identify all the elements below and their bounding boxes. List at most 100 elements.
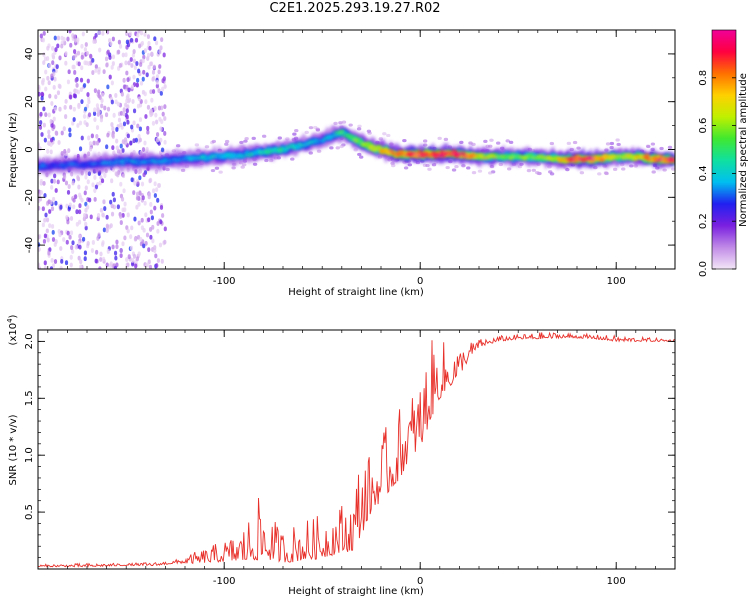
- noise-speckle: [76, 123, 80, 128]
- noise-speckle: [58, 106, 62, 112]
- noise-speckle: [160, 147, 165, 153]
- noise-speckle: [137, 220, 141, 226]
- noise-speckle: [84, 221, 88, 227]
- noise-speckle: [106, 106, 111, 112]
- halo-speckle: [175, 144, 181, 148]
- noise-speckle: [156, 137, 160, 143]
- noise-speckle: [132, 108, 137, 114]
- y-tick-label: 40: [24, 48, 35, 61]
- noise-speckle: [121, 212, 125, 218]
- halo-speckle: [671, 167, 675, 171]
- ridge-blob: [423, 151, 429, 155]
- noise-speckle: [116, 101, 121, 107]
- noise-speckle: [97, 89, 101, 95]
- noise-speckle: [122, 77, 126, 83]
- noise-speckle: [51, 229, 55, 235]
- noise-speckle: [146, 34, 151, 39]
- ridge-blob: [661, 158, 667, 162]
- noise-speckle: [122, 107, 126, 113]
- halo-speckle: [646, 144, 651, 149]
- noise-speckle: [53, 106, 58, 112]
- halo-speckle: [329, 146, 334, 150]
- halo-speckle: [407, 163, 413, 167]
- noise-speckle: [78, 192, 82, 198]
- colorbar: 0.0 0.2 0.4 0.6 0.8 Normalized spectral ampl…: [698, 29, 749, 277]
- noise-speckle: [124, 60, 128, 66]
- noise-speckle: [153, 205, 157, 211]
- noise-speckle: [141, 76, 145, 82]
- ridge-blob: [600, 158, 605, 162]
- noise-speckle: [50, 101, 54, 106]
- noise-speckle: [66, 219, 70, 225]
- ridge-blob: [47, 165, 53, 169]
- halo-speckle: [218, 170, 223, 174]
- noise-speckle: [62, 126, 66, 131]
- noise-speckle: [160, 37, 164, 43]
- y-tick-label: 20: [24, 95, 35, 108]
- noise-speckle: [111, 191, 115, 197]
- noise-speckle: [163, 226, 167, 232]
- halo-speckle: [605, 142, 611, 146]
- noise-speckle: [85, 170, 89, 176]
- ridge-blob: [108, 160, 114, 163]
- noise-speckle: [122, 188, 126, 194]
- noise-speckle: [60, 258, 64, 264]
- halo-speckle: [572, 140, 578, 145]
- noise-speckle: [131, 99, 135, 104]
- noise-speckle: [152, 64, 156, 70]
- snr-y-multiplier-suffix: ): [8, 314, 19, 318]
- halo-speckle: [616, 142, 621, 147]
- noise-speckle: [49, 137, 54, 143]
- noise-speckle: [136, 181, 140, 187]
- noise-speckle: [154, 253, 158, 259]
- noise-speckle: [72, 55, 76, 60]
- noise-speckle: [76, 175, 80, 180]
- x-tick-label: -100: [213, 576, 236, 587]
- halo-speckle: [496, 141, 501, 145]
- noise-speckle: [147, 247, 151, 253]
- noise-speckle: [131, 261, 135, 267]
- noise-speckle: [138, 175, 142, 181]
- noise-speckle: [98, 95, 102, 100]
- ridge-blob: [186, 155, 191, 159]
- noise-speckle: [151, 69, 156, 75]
- noise-speckle: [112, 112, 116, 118]
- noise-speckle: [120, 91, 124, 97]
- noise-speckle: [74, 88, 79, 94]
- noise-speckle: [117, 117, 122, 123]
- halo-speckle: [576, 146, 581, 150]
- noise-speckle: [149, 108, 153, 114]
- halo-speckle: [251, 136, 256, 140]
- noise-speckle: [114, 93, 118, 98]
- figure-title: C2E1.2025.293.19.27.R02: [269, 1, 441, 16]
- ridge-blob: [628, 154, 634, 157]
- halo-speckle: [180, 168, 186, 173]
- noise-speckle: [59, 204, 63, 210]
- noise-speckle: [80, 197, 84, 203]
- noise-speckle: [144, 114, 148, 119]
- spectrogram-y-axis: -40 -20 0 20 40: [24, 29, 675, 270]
- noise-speckle: [60, 35, 64, 41]
- noise-speckle: [156, 197, 160, 203]
- noise-speckle: [132, 190, 136, 195]
- noise-speckle: [53, 173, 57, 179]
- noise-speckle: [73, 70, 77, 75]
- noise-speckle: [64, 180, 69, 186]
- spectrogram-x-axis: -100 0 100: [47, 30, 676, 287]
- noise-speckle: [84, 174, 88, 180]
- y-tick-label: 1.0: [24, 447, 35, 463]
- snr-frame: [37, 329, 676, 570]
- noise-speckle: [90, 133, 94, 139]
- noise-speckle: [105, 214, 109, 220]
- noise-speckle: [126, 119, 130, 125]
- noise-speckle: [43, 193, 47, 198]
- noise-speckle: [106, 249, 110, 254]
- halo-speckle: [615, 138, 620, 142]
- noise-speckle: [115, 127, 119, 132]
- ridge-blob: [418, 151, 424, 155]
- noise-speckle: [105, 144, 109, 150]
- ridge-blob: [273, 147, 278, 151]
- ridge-blob: [555, 156, 561, 160]
- noise-speckle: [51, 60, 55, 66]
- noise-speckle: [125, 31, 129, 37]
